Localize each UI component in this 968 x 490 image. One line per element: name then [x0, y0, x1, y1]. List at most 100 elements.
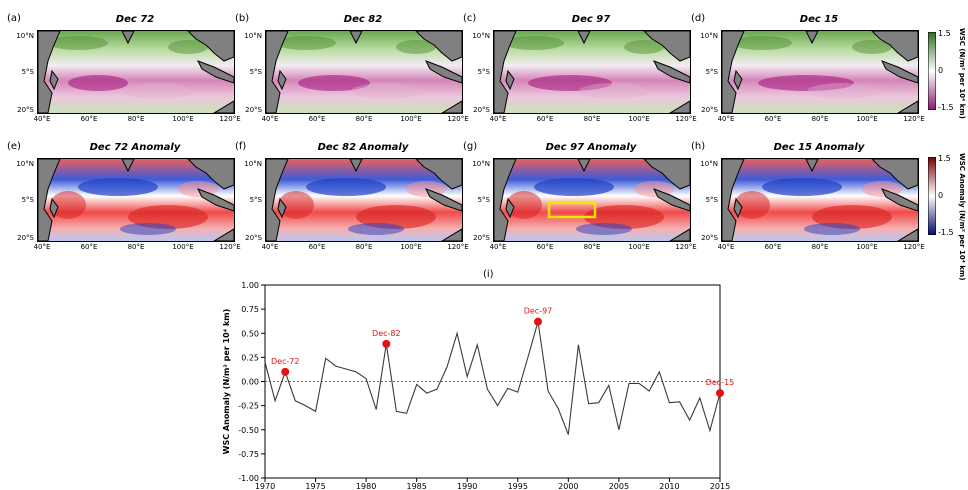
lon-tick-label: 120°E	[447, 243, 469, 251]
lat-tick-label: 5°S	[477, 196, 490, 204]
colorbar-tick-label: 1.5	[938, 154, 951, 163]
wsc-map	[265, 30, 463, 114]
x-tick-label: 1995	[508, 482, 528, 490]
highlight-label: Dec-72	[271, 357, 300, 366]
plot-frame	[264, 284, 721, 479]
x-tick-label: 1990	[457, 482, 477, 490]
y-tick-label: -0.75	[238, 450, 259, 459]
lon-tick-label: 100°E	[400, 243, 422, 251]
lat-tick-label: 5°S	[249, 196, 262, 204]
colorbar	[928, 157, 936, 235]
lon-tick-label: 80°E	[355, 115, 373, 123]
lat-tick-label: 20°S	[17, 106, 34, 114]
colorbar-tick-label: 0	[938, 66, 944, 75]
x-tick-label: 2010	[659, 482, 679, 490]
lon-tick-label: 60°E	[308, 243, 326, 251]
lat-tick-label: 20°S	[701, 106, 718, 114]
lat-tick-label: 20°S	[473, 106, 490, 114]
highlight-label: Dec-97	[524, 307, 553, 316]
panel-title: Dec 72	[115, 14, 155, 25]
lon-tick-label: 100°E	[856, 115, 878, 123]
panel-tag: (c)	[463, 13, 477, 24]
lat-tick-label: 5°S	[249, 68, 262, 76]
x-tick-label: 1985	[406, 482, 426, 490]
panel-tag: (b)	[235, 13, 250, 24]
lon-tick-label: 40°E	[489, 243, 507, 251]
lon-tick-label: 60°E	[80, 115, 98, 123]
colorbar-tick-label: 1.5	[938, 29, 951, 38]
wsc-map	[493, 30, 691, 114]
highlight-point	[281, 367, 290, 376]
lat-tick-label: 5°S	[21, 68, 34, 76]
lon-tick-label: 60°E	[536, 115, 554, 123]
y-tick-label: 1.00	[241, 281, 259, 290]
lat-tick-label: 10°N	[244, 160, 262, 168]
colorbar-title: WSC Anomaly (N/m² per 10⁴ km)	[958, 153, 966, 281]
lat-tick-label: 20°S	[245, 106, 262, 114]
lon-tick-label: 120°E	[675, 243, 697, 251]
lon-tick-label: 40°E	[261, 115, 279, 123]
colorbar-tick-label: -1.5	[938, 103, 954, 112]
panel-title: Dec 82 Anomaly	[317, 142, 409, 153]
lon-tick-label: 60°E	[764, 115, 782, 123]
x-tick-label: 2000	[558, 482, 578, 490]
anomaly-map	[721, 158, 919, 242]
y-tick-label: -1.00	[238, 474, 259, 483]
lat-tick-label: 5°S	[705, 196, 718, 204]
panel-tag: (h)	[691, 141, 706, 152]
lon-tick-label: 120°E	[903, 243, 925, 251]
lon-tick-label: 120°E	[219, 243, 241, 251]
colorbar-tick-label: -1.5	[938, 228, 954, 237]
highlight-label: Dec-15	[706, 378, 735, 387]
x-tick-label: 1970	[255, 482, 275, 490]
lon-tick-label: 80°E	[127, 243, 145, 251]
panel-title: Dec 72 Anomaly	[89, 142, 181, 153]
lon-tick-label: 120°E	[675, 115, 697, 123]
lon-tick-label: 60°E	[80, 243, 98, 251]
panel-title: Dec 15	[799, 14, 839, 25]
panel-tag: (e)	[7, 141, 21, 152]
panel-tag: (d)	[691, 13, 706, 24]
y-tick-label: 0.00	[241, 378, 259, 387]
lon-tick-label: 100°E	[628, 115, 650, 123]
highlight-point	[716, 389, 724, 398]
lon-tick-label: 80°E	[127, 115, 145, 123]
lon-tick-label: 80°E	[583, 115, 601, 123]
lat-tick-label: 10°N	[16, 32, 34, 40]
lon-tick-label: 60°E	[536, 243, 554, 251]
panel-title: Dec 15 Anomaly	[773, 142, 865, 153]
lat-tick-label: 10°N	[244, 32, 262, 40]
lat-tick-label: 20°S	[17, 234, 34, 242]
lon-tick-label: 120°E	[447, 115, 469, 123]
wsc-map	[37, 30, 235, 114]
anomaly-map	[493, 158, 691, 242]
y-tick-label: -0.50	[238, 426, 259, 435]
colorbar-tick-label: 0	[938, 191, 944, 200]
lat-tick-label: 10°N	[700, 32, 718, 40]
anomaly-map	[37, 158, 235, 242]
lat-tick-label: 10°N	[472, 32, 490, 40]
lat-tick-label: 10°N	[472, 160, 490, 168]
y-tick-label: -0.25	[238, 402, 259, 411]
x-tick-label: 1980	[356, 482, 376, 490]
panel-title: Dec 97	[571, 14, 611, 25]
panel-tag: (g)	[463, 141, 478, 152]
lon-tick-label: 80°E	[583, 243, 601, 251]
lon-tick-label: 100°E	[856, 243, 878, 251]
lon-tick-label: 120°E	[219, 115, 241, 123]
x-tick-label: 1975	[305, 482, 325, 490]
colorbar-title: WSC (N/m² per 10⁴ km)	[958, 28, 966, 119]
lat-tick-label: 5°S	[705, 68, 718, 76]
x-tick-label: 2005	[609, 482, 629, 490]
highlight-label: Dec-82	[372, 329, 401, 338]
lat-tick-label: 5°S	[477, 68, 490, 76]
panel-title: Dec 97 Anomaly	[545, 142, 637, 153]
panel-tag: (a)	[7, 13, 21, 24]
highlight-point	[382, 339, 391, 348]
series-line	[264, 321, 721, 435]
lon-tick-label: 100°E	[172, 115, 194, 123]
lon-tick-label: 40°E	[33, 115, 51, 123]
y-tick-label: 0.25	[241, 353, 259, 362]
lon-tick-label: 100°E	[400, 115, 422, 123]
lon-tick-label: 80°E	[355, 243, 373, 251]
